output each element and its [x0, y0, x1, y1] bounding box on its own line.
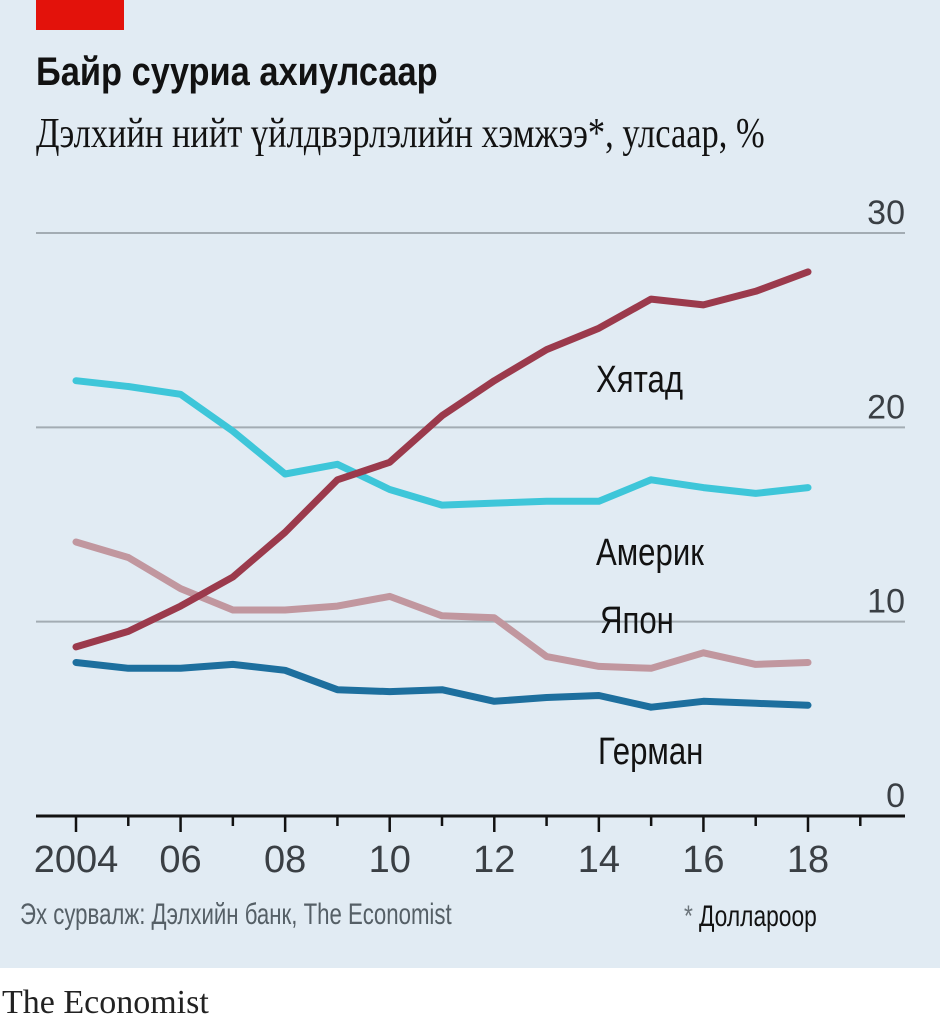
series-label: Япон — [600, 600, 674, 642]
footnote-text: Доллароор — [698, 900, 817, 933]
x-tick-label: 16 — [682, 839, 724, 881]
x-tick-label: 08 — [264, 839, 306, 881]
series-label: Америк — [596, 532, 705, 574]
series-label: Герман — [598, 731, 703, 773]
series-label: Хятад — [596, 359, 683, 401]
x-tick-label: 18 — [787, 839, 829, 881]
y-tick-label: 0 — [886, 777, 905, 815]
chart-subtitle: Дэлхийн нийт үйлдвэрлэлийн хэмжээ*, улса… — [36, 111, 765, 157]
x-tick-label: 06 — [159, 839, 201, 881]
footnote: * Доллароор — [684, 900, 817, 934]
line-chart: 0 10 20 30 2004 06 08 10 12 14 16 18 Хятад Америк Япон… — [34, 194, 905, 881]
series-line-0 — [72, 268, 812, 651]
source-note: Эх сурвалж: Дэлхийн банк, The Economist — [20, 898, 452, 931]
series-line-3 — [72, 659, 812, 711]
economist-logo: The Economist — [2, 984, 209, 1021]
x-tick-label: 14 — [578, 839, 620, 881]
x-tick-label: 10 — [369, 839, 411, 881]
x-tick-label: 2004 — [34, 839, 119, 881]
chart-title: Байр сууриа ахиулсаар — [36, 50, 438, 94]
brand-red-tag — [36, 0, 124, 30]
series-line-1 — [72, 377, 812, 509]
chart-panel — [0, 0, 940, 968]
y-tick-label: 20 — [867, 388, 905, 426]
x-tick-label: 12 — [473, 839, 515, 881]
y-tick-label: 10 — [867, 583, 905, 621]
y-tick-label: 30 — [867, 194, 905, 232]
footnote-mark: * — [684, 900, 693, 933]
